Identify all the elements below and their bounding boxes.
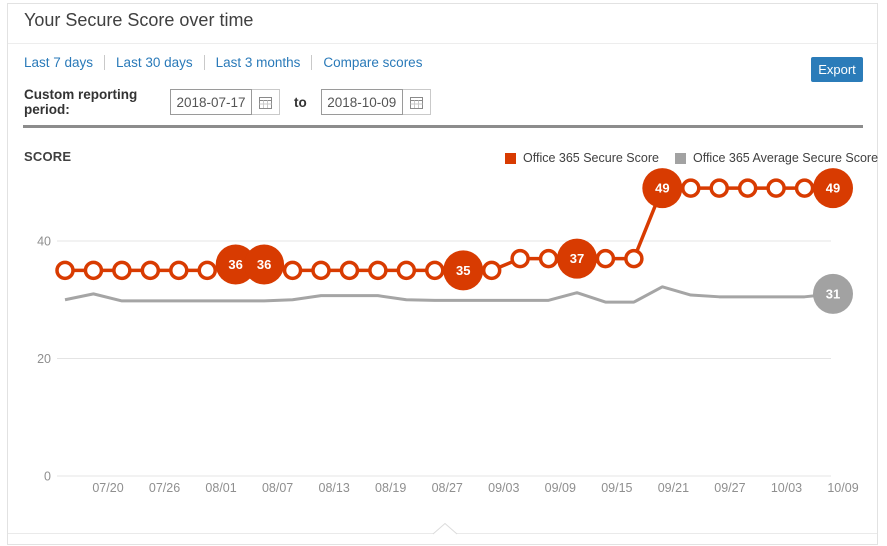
filter-separator bbox=[203, 55, 205, 70]
score-bubble-label: 49 bbox=[826, 181, 840, 196]
data-point-marker[interactable] bbox=[83, 260, 104, 281]
x-tick-label: 09/21 bbox=[658, 481, 689, 495]
x-tick-label: 10/09 bbox=[827, 481, 858, 495]
score-bubble-label: 36 bbox=[257, 257, 271, 272]
data-point-marker[interactable] bbox=[794, 178, 815, 198]
legend-item-average-score: Office 365 Average Secure Score bbox=[674, 151, 879, 165]
data-point-marker[interactable] bbox=[766, 178, 786, 198]
x-tick-label: 08/19 bbox=[375, 481, 406, 495]
legend-label-average-score: Office 365 Average Secure Score bbox=[692, 151, 879, 165]
data-point-marker[interactable] bbox=[169, 260, 189, 281]
collapse-caret-icon[interactable] bbox=[432, 522, 458, 535]
data-point-marker[interactable] bbox=[481, 260, 502, 281]
start-date-calendar-button[interactable] bbox=[252, 89, 280, 115]
data-point-marker[interactable] bbox=[737, 178, 758, 198]
data-point-marker[interactable] bbox=[624, 248, 644, 269]
x-tick-label: 07/20 bbox=[92, 481, 123, 495]
x-tick-label: 08/07 bbox=[262, 481, 293, 495]
title-divider bbox=[8, 43, 877, 44]
score-bubble-label: 37 bbox=[570, 251, 584, 266]
x-tick-label: 09/03 bbox=[488, 481, 519, 495]
score-bubble-label: 35 bbox=[456, 263, 470, 278]
to-label: to bbox=[294, 94, 307, 110]
section-divider bbox=[23, 125, 863, 128]
average-score-line bbox=[64, 285, 834, 304]
chart-title: SCORE bbox=[24, 149, 72, 164]
x-tick-label: 07/26 bbox=[149, 481, 180, 495]
filter-separator bbox=[104, 55, 106, 70]
score-bubble[interactable] bbox=[443, 250, 484, 291]
data-point-marker[interactable] bbox=[396, 260, 417, 281]
legend-label-secure-score: Office 365 Secure Score bbox=[523, 151, 659, 165]
start-date-input[interactable] bbox=[170, 89, 252, 115]
chart-legend: Office 365 Secure Score Office 365 Avera… bbox=[505, 151, 878, 165]
score-bubble[interactable] bbox=[813, 273, 853, 314]
score-bubble-label: 36 bbox=[228, 257, 242, 272]
x-tick-label: 09/27 bbox=[714, 481, 745, 495]
custom-period-row: Custom reporting period: to bbox=[24, 87, 431, 117]
x-tick-label: 08/13 bbox=[319, 481, 350, 495]
score-bubble-label: 49 bbox=[655, 181, 669, 196]
data-point-marker[interactable] bbox=[282, 260, 303, 281]
data-point-marker[interactable] bbox=[681, 178, 701, 198]
x-tick-label: 09/09 bbox=[545, 481, 576, 495]
data-point-marker[interactable] bbox=[311, 260, 331, 281]
y-tick-label: 40 bbox=[37, 235, 51, 249]
score-bubble-label: 31 bbox=[826, 286, 840, 301]
end-date-calendar-button[interactable] bbox=[402, 89, 431, 115]
x-tick-label: 08/01 bbox=[205, 481, 236, 495]
end-date-input[interactable] bbox=[320, 89, 403, 115]
data-point-marker[interactable] bbox=[55, 260, 75, 281]
legend-swatch-average-score-icon bbox=[674, 152, 686, 164]
filter-bar: Last 7 days Last 30 days Last 3 months C… bbox=[24, 55, 422, 70]
page-title: Your Secure Score over time bbox=[24, 10, 254, 30]
x-tick-label: 10/03 bbox=[771, 481, 802, 495]
data-point-marker[interactable] bbox=[425, 260, 445, 281]
calendar-icon bbox=[259, 96, 272, 109]
filter-compare-scores[interactable]: Compare scores bbox=[323, 55, 423, 70]
data-point-marker[interactable] bbox=[595, 248, 616, 269]
y-tick-label: 0 bbox=[44, 470, 51, 484]
data-point-marker[interactable] bbox=[197, 260, 217, 281]
legend-swatch-secure-score-icon bbox=[505, 152, 516, 164]
score-bubble[interactable] bbox=[557, 238, 597, 279]
custom-period-label: Custom reporting period: bbox=[24, 87, 138, 117]
data-point-marker[interactable] bbox=[368, 260, 388, 281]
score-bubble[interactable] bbox=[813, 168, 853, 209]
x-tick-label: 09/15 bbox=[601, 481, 632, 495]
filter-last-30-days[interactable]: Last 30 days bbox=[116, 55, 193, 70]
data-point-marker[interactable] bbox=[339, 260, 360, 281]
data-point-marker[interactable] bbox=[510, 248, 530, 269]
filter-separator bbox=[311, 55, 313, 70]
score-bubble[interactable] bbox=[215, 244, 256, 285]
start-date-field bbox=[170, 89, 280, 115]
secure-score-panel bbox=[7, 3, 878, 545]
score-bubble[interactable] bbox=[642, 168, 683, 209]
data-point-marker[interactable] bbox=[112, 260, 132, 281]
score-bubble[interactable] bbox=[244, 244, 285, 285]
data-point-marker[interactable] bbox=[709, 178, 729, 198]
y-tick-label: 20 bbox=[37, 352, 51, 366]
legend-item-secure-score: Office 365 Secure Score bbox=[505, 151, 659, 165]
end-date-field bbox=[320, 89, 431, 115]
export-button[interactable]: Export bbox=[811, 57, 863, 82]
x-tick-label: 08/27 bbox=[432, 481, 463, 495]
data-point-marker[interactable] bbox=[140, 260, 161, 281]
data-point-marker[interactable] bbox=[538, 248, 559, 269]
calendar-icon bbox=[409, 96, 423, 109]
filter-last-3-months[interactable]: Last 3 months bbox=[215, 55, 301, 70]
filter-last-7-days[interactable]: Last 7 days bbox=[24, 55, 94, 70]
